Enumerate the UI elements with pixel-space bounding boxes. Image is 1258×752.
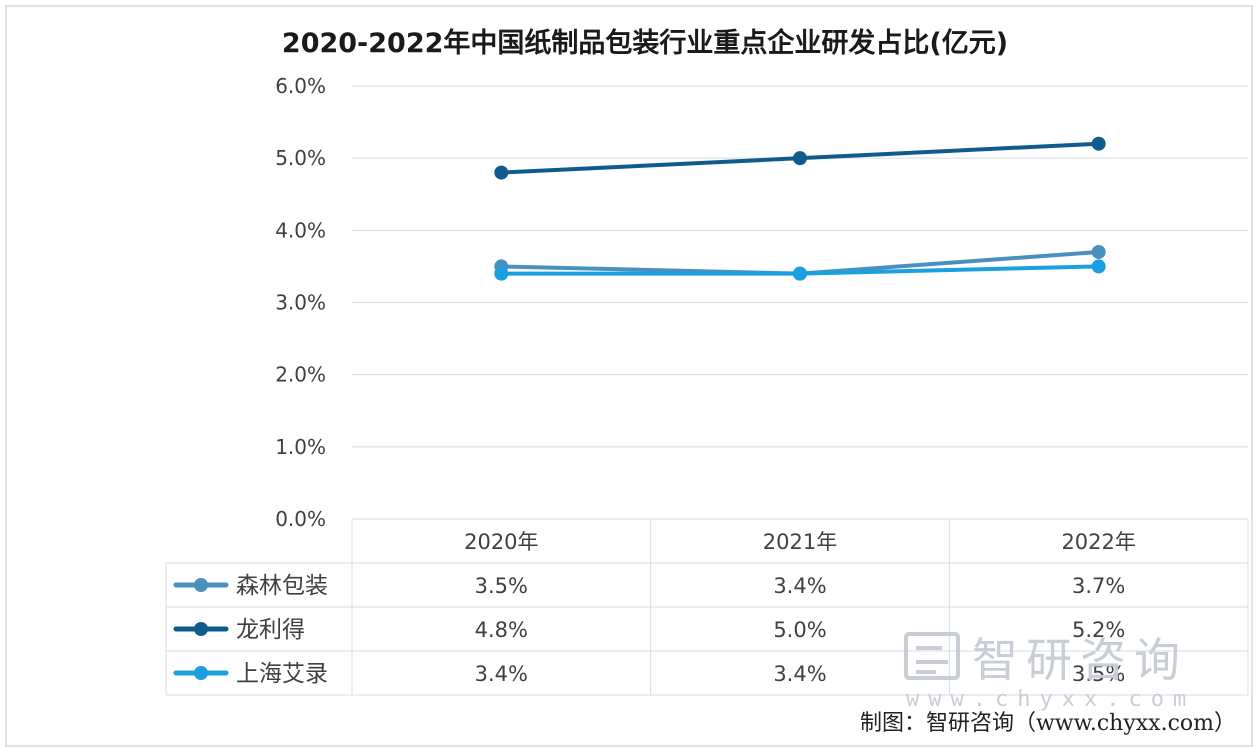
y-tick-label: 1.0%: [275, 435, 326, 459]
y-tick-label: 6.0%: [275, 74, 326, 98]
data-label: 3.5%: [475, 574, 528, 598]
chart-border: [5, 5, 1253, 747]
y-tick-label: 4.0%: [275, 218, 326, 242]
series-name: 森林包装: [236, 573, 328, 599]
y-tick-label: 0.0%: [275, 507, 326, 531]
x-category-label: 2020年: [464, 530, 538, 554]
data-label: 4.8%: [475, 618, 528, 642]
legend-marker: [194, 666, 208, 680]
data-label: 3.7%: [1072, 574, 1125, 598]
data-point: [1091, 244, 1106, 259]
data-point: [793, 151, 807, 166]
legend-marker: [194, 578, 208, 592]
chart-title: 2020-2022年中国纸制品包装行业重点企业研发占比(亿元): [282, 27, 1008, 59]
legend-marker: [194, 622, 208, 636]
data-label: 3.4%: [475, 662, 528, 686]
data-point: [494, 165, 509, 180]
watermark-logo-icon: [904, 632, 960, 680]
y-tick-label: 2.0%: [275, 363, 326, 387]
data-point: [1091, 259, 1106, 274]
series-lines: [494, 136, 1106, 281]
watermark-url: www.chyxx.com: [906, 687, 1195, 712]
data-label: 5.2%: [1072, 618, 1125, 642]
data-label: 3.5%: [1072, 662, 1125, 686]
data-label: 3.4%: [773, 574, 826, 598]
data-point: [494, 266, 509, 281]
watermark-brand: 智研咨询: [972, 633, 1188, 687]
y-axis-ticks: 0.0% 1.0% 2.0% 3.0% 4.0% 5.0% 6.0%: [275, 74, 326, 531]
data-point: [793, 266, 807, 281]
x-category-label: 2021年: [763, 530, 837, 554]
x-category-label: 2022年: [1061, 530, 1135, 554]
data-label: 3.4%: [773, 662, 826, 686]
data-point: [1091, 136, 1106, 151]
chart-credit: 制图：智研咨询（www.chyxx.com）: [860, 711, 1236, 736]
y-tick-label: 3.0%: [275, 291, 326, 315]
data-label: 5.0%: [773, 618, 826, 642]
y-tick-label: 5.0%: [275, 146, 326, 170]
series-name: 上海艾录: [236, 661, 328, 687]
watermark: 智研咨询 www.chyxx.com: [904, 632, 1195, 712]
series-name: 龙利得: [236, 617, 305, 643]
